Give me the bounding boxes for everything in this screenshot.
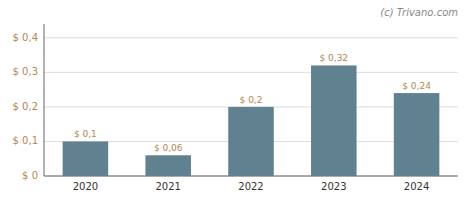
y-tick-label: $ 0,2	[13, 101, 38, 112]
y-tick-label: $ 0,4	[13, 32, 38, 43]
y-tick-label: $ 0,1	[13, 135, 38, 146]
data-label: $ 0,1	[74, 129, 97, 139]
x-tick-label: 2020	[73, 181, 98, 192]
bars	[63, 65, 440, 176]
data-label: $ 0,2	[240, 95, 263, 105]
chart-container: $ 0 $ 0,1 $ 0,2 $ 0,3 $ 0,4 2020 2021 2022 2023 2…	[0, 0, 470, 200]
grid	[44, 38, 458, 176]
x-tick-label: 2023	[321, 181, 346, 192]
bar	[145, 155, 191, 176]
y-tick-label: $ 0,3	[13, 66, 38, 77]
grid-line	[44, 72, 458, 73]
y-axis-line	[44, 24, 45, 176]
bar	[394, 93, 440, 176]
x-tick-label: 2021	[155, 181, 180, 192]
data-label: $ 0,24	[402, 81, 431, 91]
bar	[228, 107, 274, 176]
axes: $ 0 $ 0,1 $ 0,2 $ 0,3 $ 0,4 2020 2021 2022 2023 2…	[13, 24, 458, 192]
grid-line	[44, 37, 458, 38]
bar	[63, 141, 109, 176]
chart-svg: $ 0 $ 0,1 $ 0,2 $ 0,3 $ 0,4 2020 2021 2022 2023 2…	[0, 0, 470, 200]
data-labels: $ 0,1 $ 0,06 $ 0,2 $ 0,32 $ 0,24	[74, 53, 431, 153]
watermark: (c) Trivano.com	[380, 7, 458, 18]
data-label: $ 0,32	[319, 53, 348, 63]
x-tick-label: 2024	[404, 181, 429, 192]
y-tick-label: $ 0	[22, 170, 38, 181]
bar	[311, 65, 357, 176]
x-tick-label: 2022	[238, 181, 263, 192]
data-label: $ 0,06	[154, 143, 183, 153]
